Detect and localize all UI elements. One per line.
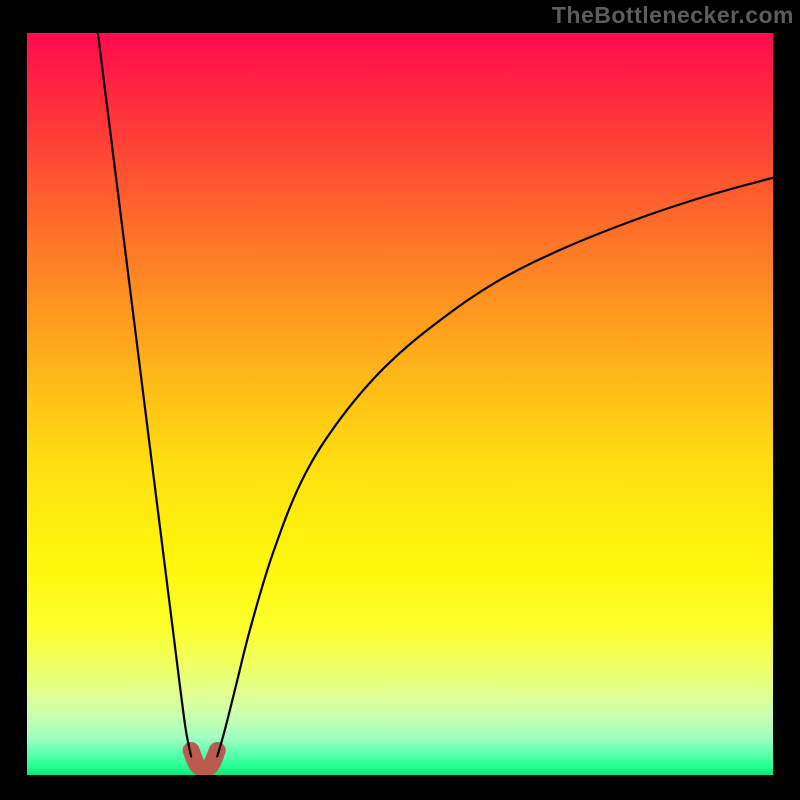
attribution-label: TheBottlenecker.com: [552, 2, 794, 29]
valley-marker: [191, 751, 217, 769]
chart-frame: TheBottlenecker.com: [0, 0, 800, 800]
left-branch: [98, 33, 191, 756]
curve-layer: [27, 33, 773, 775]
plot-area: [27, 33, 773, 775]
right-branch: [217, 178, 773, 757]
